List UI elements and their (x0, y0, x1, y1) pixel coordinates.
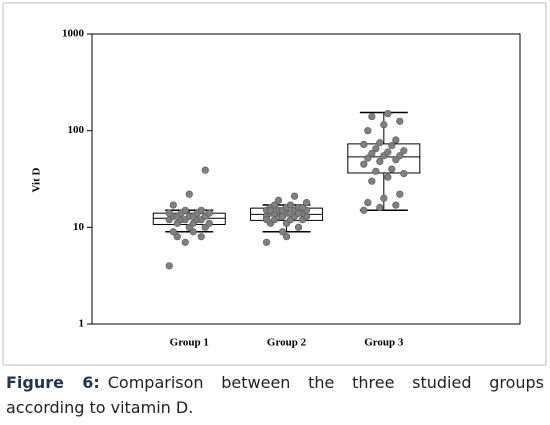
x-tick-label: Group 3 (364, 337, 404, 349)
data-point (185, 190, 193, 198)
data-point (201, 166, 209, 174)
data-point (205, 219, 213, 227)
data-point (396, 190, 404, 198)
caption: Figure 6: Comparison between the three st… (6, 370, 544, 420)
data-point (278, 228, 287, 236)
caption-label: Figure 6: (6, 373, 100, 392)
data-point (364, 154, 372, 162)
plot-frame (91, 33, 521, 325)
y-tick-label: 1000 (62, 28, 85, 40)
data-point (270, 201, 279, 209)
y-axis-label: Vit D (31, 167, 43, 192)
data-point (298, 204, 307, 212)
data-point (380, 121, 388, 129)
data-point (278, 212, 287, 220)
data-point (294, 223, 303, 231)
data-point (169, 228, 177, 236)
data-point (376, 204, 384, 212)
data-point (294, 209, 303, 217)
data-point (173, 233, 181, 241)
box (347, 143, 421, 174)
data-point (360, 206, 368, 214)
data-point (388, 165, 396, 173)
data-point (181, 238, 189, 246)
data-point (181, 206, 189, 214)
data-point (400, 147, 408, 155)
data-point (384, 148, 392, 156)
data-point (364, 199, 372, 207)
data-point (384, 173, 392, 181)
data-point (169, 201, 177, 209)
data-point (392, 201, 400, 209)
data-point (360, 160, 368, 168)
data-point (388, 142, 396, 150)
data-point (302, 199, 311, 207)
y-tick-label: 10 (73, 221, 85, 233)
data-point (266, 206, 275, 214)
data-point (290, 192, 299, 200)
data-point (380, 194, 388, 202)
x-tick-label: Group 1 (170, 337, 209, 349)
data-point (384, 110, 392, 118)
data-point (262, 238, 271, 246)
caption-text: Comparison between the three studied gro… (6, 373, 545, 417)
data-point (197, 233, 205, 241)
figure-border (2, 2, 547, 366)
data-point (372, 145, 380, 153)
data-point (372, 167, 380, 175)
data-point (262, 216, 271, 224)
chart: Vit D 1 10 100 1000 Group 1 Group 2 Group 3 (2, 2, 547, 366)
data-point (274, 196, 283, 204)
y-tick-label: 1 (79, 318, 85, 330)
data-point (376, 139, 384, 147)
data-point (392, 136, 400, 144)
y-tick-label: 100 (68, 124, 85, 136)
data-point (368, 149, 376, 158)
data-point (165, 262, 173, 270)
data-point (376, 157, 384, 166)
data-point (368, 177, 376, 185)
data-point (189, 228, 197, 236)
x-tick-label: Group 2 (267, 337, 307, 349)
data-point (364, 127, 372, 135)
data-point (197, 206, 205, 214)
data-point (396, 117, 404, 125)
data-point (282, 233, 291, 241)
data-point (205, 209, 213, 217)
data-point (368, 112, 376, 121)
data-point (396, 152, 404, 160)
data-point (286, 201, 295, 209)
data-point (360, 140, 368, 149)
data-point (400, 169, 408, 178)
data-point (165, 209, 173, 217)
